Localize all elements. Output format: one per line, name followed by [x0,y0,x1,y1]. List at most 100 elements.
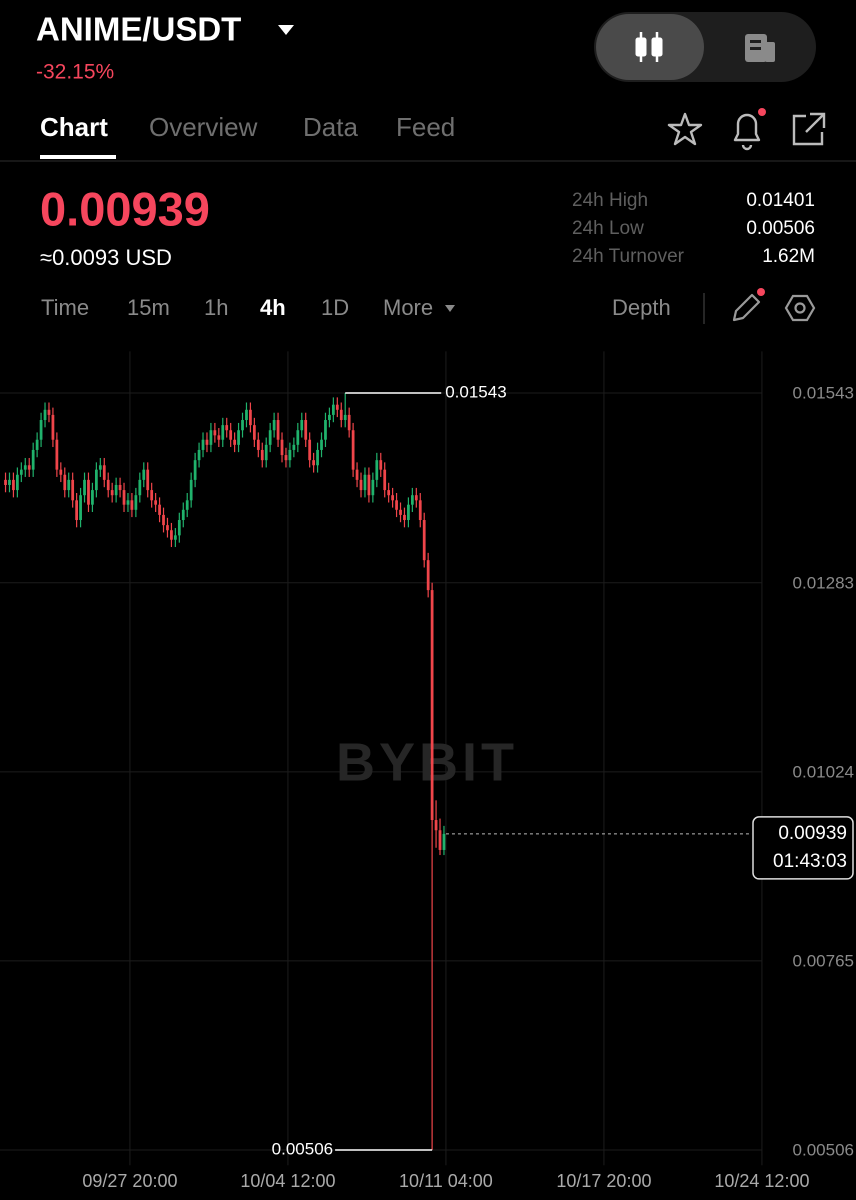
x-tick-label: 10/24 12:00 [714,1171,809,1191]
interval[interactable]: 1h [204,295,228,320]
candle-body [414,495,418,501]
candle-body [351,430,355,470]
candle-body [296,430,300,445]
draw-tool-icon[interactable] [732,288,765,322]
candle-body [83,479,86,496]
share-icon[interactable] [792,112,826,146]
candle-body [19,469,23,475]
candle-body [106,479,110,491]
candle-body [177,520,181,536]
candle-body [371,479,375,496]
candle-body [410,495,414,505]
candle-body [217,435,221,440]
candle-body [87,479,90,505]
candle-body [225,425,229,431]
candle-body [31,449,35,470]
watermark: BYBIT [336,732,518,792]
candle-body [12,479,15,491]
candle-body [110,490,114,496]
pair-dropdown[interactable] [278,25,294,35]
low-label: 0.00506 [272,1139,333,1158]
tab[interactable]: Data [303,112,358,142]
candle-body [118,484,122,491]
candle-body [256,439,260,450]
candle-body [114,484,118,496]
candle-body [308,439,312,461]
candle-body [55,439,59,470]
y-tick-label: 0.01283 [793,573,854,592]
candle-body [4,479,7,485]
candle-body [375,460,379,480]
candle-body [422,520,426,561]
candle-body [130,500,134,510]
candle-body [328,414,331,421]
y-tick-label: 0.01543 [793,383,854,402]
interval[interactable]: 1D [321,295,349,320]
candle-body [399,509,402,515]
candle-body [79,495,82,521]
interval[interactable]: Time [41,295,89,320]
usd-price: ≈0.0093 USD [40,245,172,270]
tab[interactable]: Overview [149,112,258,142]
candle-body [383,469,387,491]
candle-body [359,479,363,491]
candle-body [233,439,236,445]
more-caret [445,305,455,312]
candle-body [320,439,323,450]
candle-body [23,465,27,470]
y-tick-label: 0.01024 [793,762,854,781]
candle-body [166,525,169,531]
candle-body [27,465,31,470]
candle-body [434,820,438,831]
settings-icon[interactable] [784,294,816,322]
interval[interactable]: 4h [260,295,286,320]
candle-body [264,444,268,461]
candle-body [438,830,442,850]
candle-body [201,439,205,450]
stat-label: 24h Turnover [572,246,685,267]
tab[interactable]: Chart [40,112,108,142]
candle-body [75,500,79,521]
candle-body [403,514,406,521]
stat-value: 0.01401 [746,190,815,211]
y-tick-label: 0.00765 [793,951,854,970]
candle-body [185,500,189,510]
alert-icon[interactable] [733,108,766,151]
interval[interactable]: More [383,295,433,320]
candle-body [324,420,327,440]
candle-body [355,469,359,480]
candle-body [51,414,55,440]
candle-body [407,504,410,521]
candle-body [260,449,264,461]
x-tick-label: 10/04 12:00 [240,1171,335,1191]
info-view-button[interactable] [745,34,775,62]
candle-body [205,439,209,445]
chart-view-button[interactable] [596,14,704,80]
x-tick-label: 10/11 04:00 [399,1171,493,1191]
high-label: 0.01543 [445,382,506,401]
candle-body [173,535,177,540]
candle-body [331,404,335,415]
candle-body [181,509,185,521]
depth-button[interactable]: Depth [612,295,671,320]
candle-body [268,430,272,445]
candle-body [335,404,339,410]
candle-body [347,414,351,431]
candle-body [94,469,98,491]
countdown: 01:43:03 [773,851,847,872]
candle-body [284,455,288,461]
last-price-label: 0.00939 [778,823,847,844]
pair-title[interactable]: ANIME/USDT [36,11,241,48]
candle-body [98,465,102,470]
stat-label: 24h High [572,190,648,211]
candle-body [193,460,197,480]
tab[interactable]: Feed [396,112,455,142]
candle-body [245,409,248,421]
favorite-icon[interactable] [667,112,703,146]
candle-body [237,430,240,445]
interval[interactable]: 15m [127,295,170,320]
candle-body [150,490,154,501]
